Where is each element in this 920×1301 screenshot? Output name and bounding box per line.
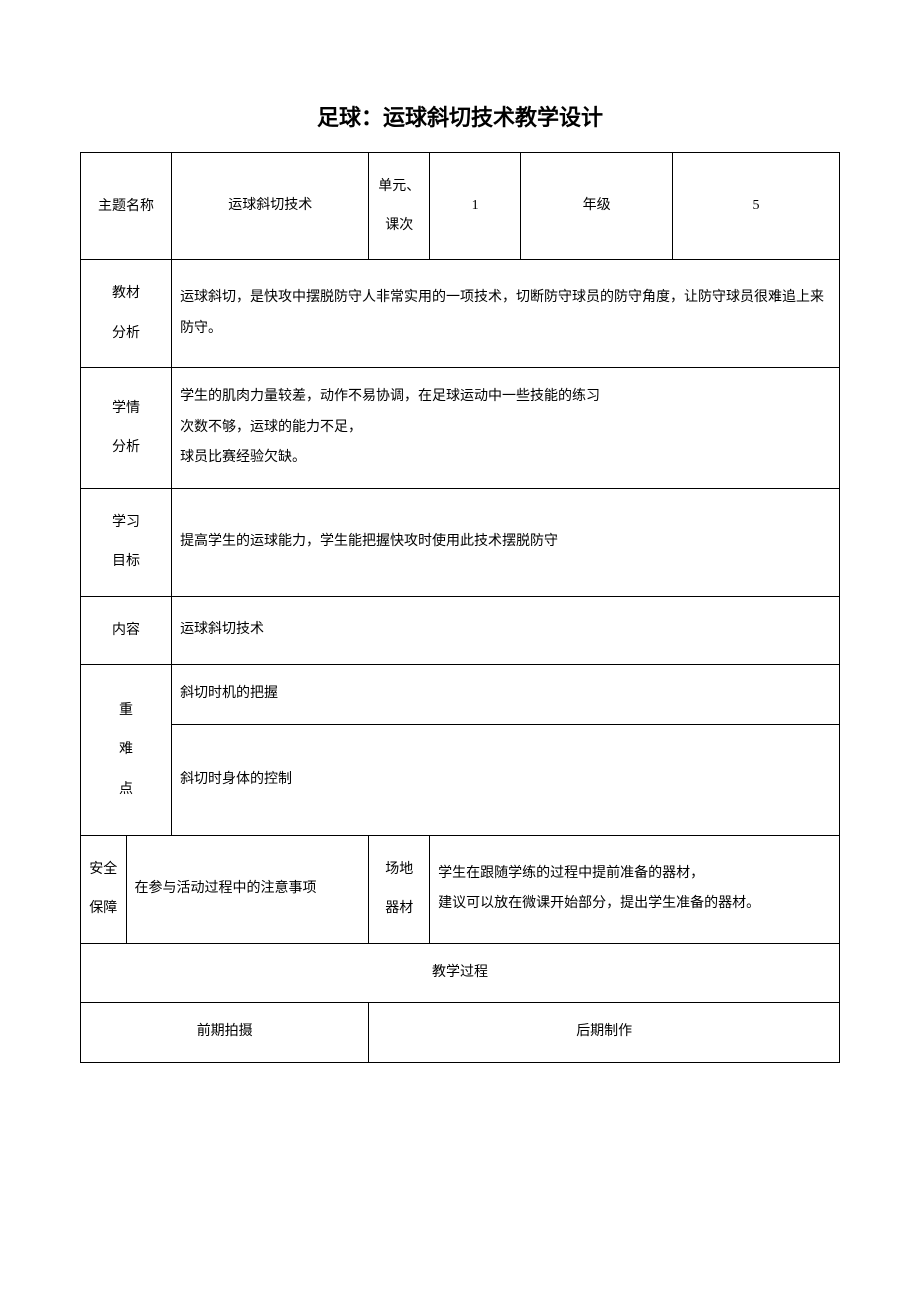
topic-label: 主题名称 <box>81 153 172 260</box>
header-row: 主题名称 运球斜切技术 单元、 课次 1 年级 5 <box>81 153 840 260</box>
venue-label: 场地 器材 <box>369 836 430 943</box>
process-header: 教学过程 <box>81 943 840 1003</box>
content-row: 内容 运球斜切技术 <box>81 596 840 664</box>
learning-goal-row: 学习 目标 提高学生的运球能力，学生能把握快攻时使用此技术摆脱防守 <box>81 489 840 596</box>
key-difficulty-label: 重 难 点 <box>81 664 172 836</box>
pre-shooting: 前期拍摄 <box>81 1003 369 1063</box>
student-content: 学生的肌肉力量较差，动作不易协调，在足球运动中一些技能的练习 次数不够，运球的能… <box>172 367 840 488</box>
unit-value: 1 <box>430 153 521 260</box>
key-point-row: 重 难 点 斜切时机的把握 <box>81 664 840 724</box>
post-production: 后期制作 <box>369 1003 840 1063</box>
safety-content: 在参与活动过程中的注意事项 <box>126 836 369 943</box>
key-point-content: 斜切时机的把握 <box>172 664 840 724</box>
lesson-plan-table: 主题名称 运球斜切技术 单元、 课次 1 年级 5 教材 分析 运球斜切，是快攻… <box>80 152 840 1063</box>
process-columns-row: 前期拍摄 后期制作 <box>81 1003 840 1063</box>
goal-label: 学习 目标 <box>81 489 172 596</box>
difficulty-content: 斜切时身体的控制 <box>172 724 840 836</box>
grade-label: 年级 <box>521 153 673 260</box>
process-header-row: 教学过程 <box>81 943 840 1003</box>
content-value: 运球斜切技术 <box>172 596 840 664</box>
difficulty-row: 斜切时身体的控制 <box>81 724 840 836</box>
document-title: 足球：运球斜切技术教学设计 <box>80 100 840 132</box>
goal-content: 提高学生的运球能力，学生能把握快攻时使用此技术摆脱防守 <box>172 489 840 596</box>
material-content: 运球斜切，是快攻中摆脱防守人非常实用的一项技术，切断防守球员的防守角度，让防守球… <box>172 260 840 367</box>
content-label: 内容 <box>81 596 172 664</box>
student-label: 学情 分析 <box>81 367 172 488</box>
safety-row: 安全 保障 在参与活动过程中的注意事项 场地 器材 学生在跟随学练的过程中提前准… <box>81 836 840 943</box>
safety-label: 安全 保障 <box>81 836 127 943</box>
venue-content: 学生在跟随学练的过程中提前准备的器材， 建议可以放在微课开始部分，提出学生准备的… <box>430 836 840 943</box>
material-label: 教材 分析 <box>81 260 172 367</box>
material-analysis-row: 教材 分析 运球斜切，是快攻中摆脱防守人非常实用的一项技术，切断防守球员的防守角… <box>81 260 840 367</box>
topic-value: 运球斜切技术 <box>172 153 369 260</box>
grade-value: 5 <box>672 153 839 260</box>
unit-label: 单元、 课次 <box>369 153 430 260</box>
student-analysis-row: 学情 分析 学生的肌肉力量较差，动作不易协调，在足球运动中一些技能的练习 次数不… <box>81 367 840 488</box>
